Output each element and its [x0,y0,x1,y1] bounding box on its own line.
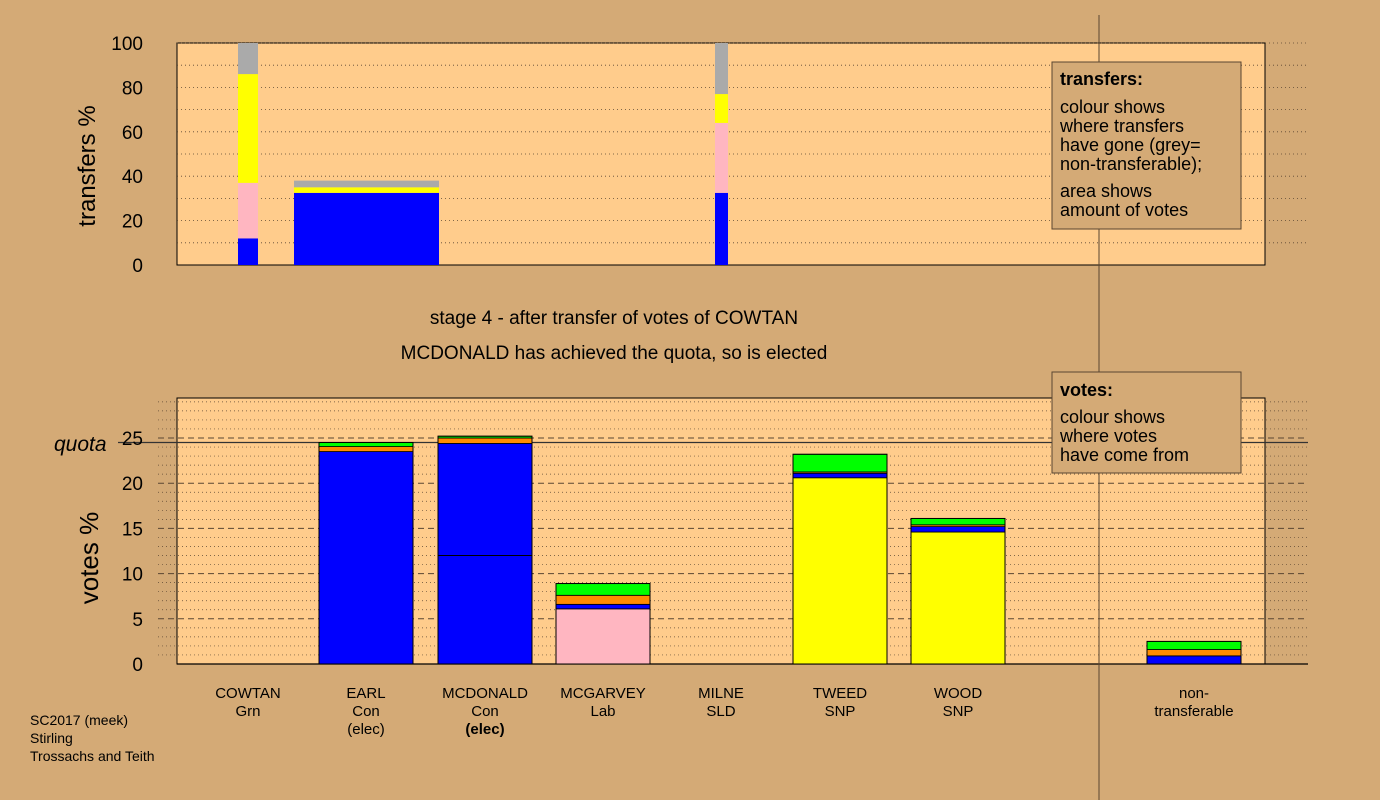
votes-legend-box [1051,371,1242,474]
candidate-name-label: MCGARVEY [560,685,646,702]
vote-bar-outline [910,517,1006,665]
vote-bar-outline [792,453,888,665]
nontransferable-bar-outline [1146,640,1242,665]
y-tick-label: 0 [132,655,143,676]
chart-title-line1: stage 4 - after transfer of votes of COW… [430,308,798,329]
candidate-name-label: WOOD [934,685,982,702]
transfers-legend-line: non-transferable); [1060,154,1202,174]
candidate-party-label: SNP [825,703,856,720]
transfer-segment-snp [238,74,258,183]
vote-bar-segment-snp [792,477,888,665]
transfer-segment-con [238,238,258,265]
y-tick-label: 60 [122,123,143,144]
transfer-segment-con [715,192,728,265]
transfers-legend-title: transfers: [1060,69,1143,89]
transfers-legend-line: area shows [1060,181,1152,201]
vote-bar-segment-snp [910,531,1006,665]
votes-legend: votes: colour shows where votes have com… [1051,371,1242,474]
candidate-name-label: EARL [346,685,385,702]
vote-bar-segment-grn [792,453,888,473]
vote-bar-segment-sld [318,446,414,452]
nontransferable-label: transferable [1154,703,1233,720]
nontransferable-bar-segment-sld [1146,649,1242,657]
transfers-legend-line: amount of votes [1060,200,1188,220]
vote-bar-segment-con [910,526,1006,533]
votes-legend-line: where votes [1059,426,1157,446]
votes-y-axis: 0 5 10 15 20 25 [122,429,143,676]
candidate-labels: COWTANGrnEARLCon(elec)MCDONALDCon(elec)M… [215,685,1233,738]
candidate-party-label: Lab [590,703,615,720]
votes-y-axis-title: votes % [74,512,104,605]
vote-bar-segment-sld [437,437,533,444]
transfer-segment-lab [715,122,728,193]
votes-legend-title: votes: [1060,380,1113,400]
candidate-party-label: Con [471,703,499,720]
quota-label: quota [54,433,107,456]
vote-bar-outline [437,435,533,665]
candidate-name-label: COWTAN [215,685,281,702]
y-tick-label: 0 [132,256,143,277]
y-tick-label: 100 [111,34,143,55]
vote-bar-segment-con [555,603,651,610]
transfer-segment-con [294,192,439,265]
transfers-legend-box [1051,61,1242,230]
vote-bar-outline [318,442,414,665]
candidate-party-label: SLD [706,703,735,720]
footer-line: SC2017 (meek) [30,712,128,728]
vote-bar-segment-con [437,443,533,665]
transfer-segment-nontransferable [238,43,258,75]
transfer-segment-lab [238,182,258,239]
votes-legend-line: colour shows [1060,407,1165,427]
transfers-legend-line: where transfers [1059,116,1184,136]
y-tick-label: 5 [132,610,143,631]
vote-bar-segment-lab [555,608,651,665]
vote-bar-segment-con [318,451,414,665]
footer-line: Trossachs and Teith [30,748,155,764]
y-tick-label: 80 [122,78,143,99]
y-tick-label: 25 [122,429,143,450]
transfers-y-axis: 0 20 40 60 80 100 [111,34,143,277]
candidate-name-label: MILNE [698,685,744,702]
candidate-status-label: (elec) [347,721,385,738]
transfer-segment-snp [715,94,728,123]
vote-bar-segment-grn [318,442,414,447]
y-tick-label: 20 [122,212,143,233]
candidate-party-label: Grn [235,703,260,720]
nontransferable-bar-segment-con [1146,655,1242,665]
nontransferable-label: non- [1179,685,1209,702]
y-tick-label: 20 [122,474,143,495]
transfers-legend-line: have gone (grey= [1060,135,1201,155]
transfer-segment-nontransferable [294,180,439,188]
transfers-legend: transfers: colour shows where transfers … [1051,61,1242,230]
vote-bar-outline [555,583,651,665]
nontransferable-bar-segment-grn [1146,641,1242,650]
votes-legend-line: have come from [1060,445,1189,465]
transfers-bars [238,43,728,265]
y-tick-label: 40 [122,167,143,188]
chart-title-line2: MCDONALD has achieved the quota, so is e… [401,343,828,364]
y-tick-label: 10 [122,565,143,586]
candidate-party-label: Con [352,703,380,720]
y-tick-label: 15 [122,519,143,540]
transfer-segment-snp [294,187,439,193]
candidate-name-label: TWEED [813,685,867,702]
footer-line: Stirling [30,730,73,746]
transfers-y-axis-title: transfers % [74,105,101,226]
candidate-status-label: (elec) [465,721,504,738]
candidate-name-label: MCDONALD [442,685,528,702]
transfer-segment-nontransferable [715,43,728,95]
votes-bars [318,435,1242,665]
vote-bar-segment-con [792,472,888,479]
vote-bar-segment-grn [555,583,651,596]
vote-bar-segment-grn [910,518,1006,526]
vote-bar-segment-sld [555,594,651,605]
candidate-party-label: SNP [943,703,974,720]
transfers-legend-line: colour shows [1060,97,1165,117]
